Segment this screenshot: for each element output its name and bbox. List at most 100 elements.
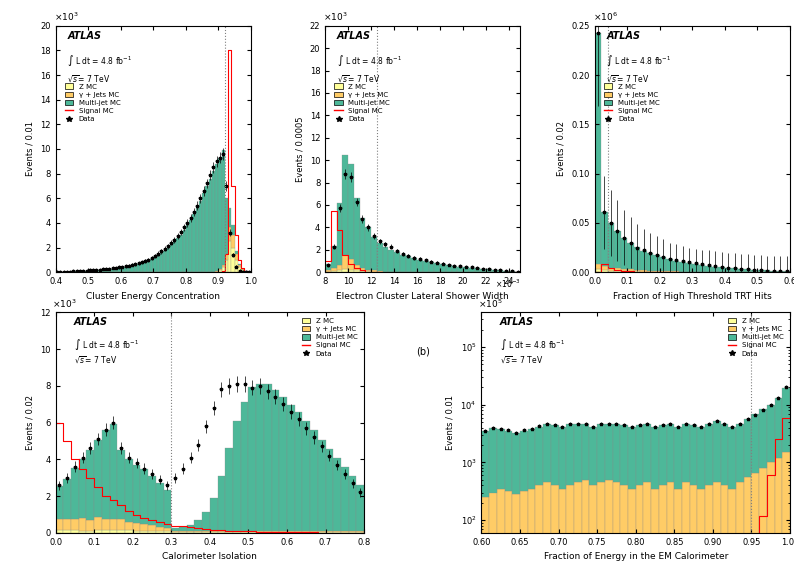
Bar bbox=[660, 257, 666, 271]
Bar bbox=[341, 467, 349, 531]
Bar bbox=[231, 248, 235, 272]
Text: (a): (a) bbox=[146, 346, 160, 356]
Bar bbox=[183, 230, 186, 272]
Bar bbox=[636, 485, 643, 573]
Bar bbox=[712, 267, 719, 272]
Bar bbox=[690, 425, 697, 485]
Bar bbox=[621, 238, 627, 269]
Bar bbox=[613, 424, 620, 482]
Bar bbox=[121, 267, 124, 272]
Bar bbox=[64, 519, 71, 530]
Bar bbox=[147, 261, 150, 272]
Bar bbox=[653, 271, 660, 272]
Bar bbox=[371, 270, 377, 272]
Bar bbox=[133, 265, 137, 272]
Bar bbox=[463, 267, 468, 272]
Bar bbox=[164, 528, 172, 531]
Bar bbox=[666, 271, 673, 272]
Bar bbox=[647, 253, 653, 270]
Bar bbox=[731, 268, 738, 272]
Bar bbox=[156, 531, 164, 533]
Bar bbox=[187, 532, 195, 533]
Bar bbox=[170, 245, 173, 272]
Bar bbox=[110, 529, 118, 533]
Text: (b): (b) bbox=[416, 346, 430, 356]
Bar bbox=[342, 155, 348, 256]
Bar bbox=[777, 271, 784, 272]
Bar bbox=[615, 271, 621, 272]
Bar bbox=[422, 261, 429, 272]
Text: ∫ L dt = 4.8 fb$^{-1}$: ∫ L dt = 4.8 fb$^{-1}$ bbox=[337, 53, 402, 68]
Bar bbox=[331, 246, 337, 268]
Bar bbox=[744, 418, 751, 477]
Bar bbox=[71, 468, 79, 519]
Bar bbox=[187, 525, 195, 531]
Bar bbox=[111, 269, 114, 272]
Bar bbox=[738, 269, 745, 272]
Bar bbox=[713, 482, 721, 573]
Bar bbox=[64, 530, 71, 533]
Bar bbox=[256, 384, 264, 531]
Bar bbox=[607, 268, 615, 271]
Y-axis label: Events / 0.01: Events / 0.01 bbox=[25, 121, 34, 176]
Bar bbox=[634, 270, 640, 272]
Bar bbox=[102, 529, 110, 533]
Bar bbox=[56, 486, 64, 519]
Bar bbox=[337, 270, 342, 272]
Bar bbox=[365, 270, 371, 272]
Bar bbox=[195, 531, 202, 532]
Bar bbox=[218, 158, 222, 269]
Bar bbox=[331, 271, 337, 272]
Bar bbox=[775, 458, 782, 573]
Bar bbox=[674, 489, 682, 573]
Bar bbox=[235, 251, 238, 254]
Bar bbox=[354, 198, 360, 265]
Bar bbox=[176, 238, 179, 272]
Bar bbox=[349, 476, 357, 531]
Bar bbox=[150, 259, 153, 272]
Bar bbox=[218, 531, 225, 532]
Bar bbox=[56, 519, 64, 530]
Bar bbox=[212, 171, 215, 272]
Bar bbox=[360, 268, 365, 271]
Bar bbox=[680, 262, 686, 272]
Bar bbox=[745, 269, 751, 272]
Bar bbox=[497, 429, 504, 489]
Bar bbox=[615, 268, 621, 271]
Bar bbox=[195, 532, 202, 533]
Bar bbox=[551, 425, 559, 485]
Bar bbox=[192, 214, 195, 272]
Bar bbox=[481, 497, 489, 573]
Bar bbox=[156, 483, 164, 527]
Bar bbox=[643, 482, 651, 573]
Bar bbox=[127, 266, 130, 272]
Bar bbox=[225, 448, 233, 531]
Bar bbox=[705, 485, 713, 573]
Bar bbox=[202, 512, 210, 531]
Bar bbox=[94, 270, 98, 272]
Bar bbox=[627, 243, 634, 269]
Bar bbox=[125, 530, 133, 533]
Bar bbox=[520, 431, 528, 491]
Bar bbox=[189, 221, 192, 272]
Bar bbox=[71, 519, 79, 530]
Bar bbox=[475, 268, 480, 272]
Bar bbox=[325, 264, 331, 270]
Text: $\times10^{5}$: $\times10^{5}$ bbox=[478, 298, 503, 310]
Bar bbox=[512, 433, 520, 494]
Bar bbox=[551, 485, 559, 573]
Bar bbox=[628, 489, 636, 573]
Bar bbox=[225, 198, 228, 254]
Bar bbox=[667, 482, 674, 573]
Text: ATLAS: ATLAS bbox=[500, 317, 534, 327]
Text: $\times10^{3}$: $\times10^{3}$ bbox=[52, 298, 77, 310]
Bar bbox=[209, 179, 212, 272]
Bar bbox=[725, 268, 731, 272]
Bar bbox=[163, 250, 166, 272]
Bar bbox=[697, 489, 705, 573]
Bar bbox=[160, 253, 163, 272]
Bar bbox=[686, 263, 692, 272]
Bar bbox=[744, 477, 751, 573]
Bar bbox=[105, 269, 108, 272]
Bar bbox=[79, 531, 87, 533]
